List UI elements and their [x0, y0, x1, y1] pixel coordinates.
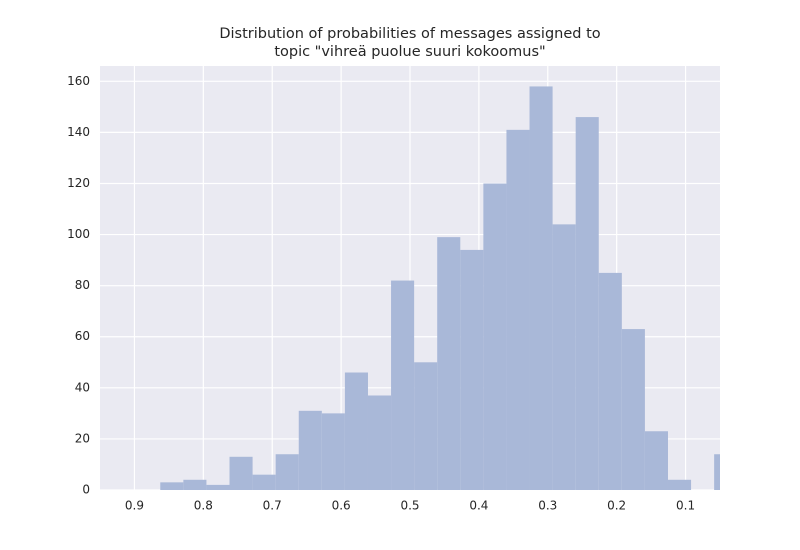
- x-tick-label: 0.2: [607, 499, 626, 513]
- bar: [275, 454, 299, 490]
- bar: [644, 431, 668, 490]
- x-tick-label: 0.1: [676, 499, 695, 513]
- x-tick-label: 0.9: [125, 499, 144, 513]
- y-tick-label: 0: [82, 483, 90, 497]
- bar: [621, 329, 645, 490]
- y-tick-label: 160: [67, 74, 90, 88]
- chart-title: Distribution of probabilities of message…: [219, 26, 600, 42]
- bar: [298, 410, 322, 490]
- x-tick-label: 0.8: [194, 499, 213, 513]
- bar: [321, 413, 345, 490]
- bar: [206, 484, 230, 490]
- y-tick-label: 40: [75, 380, 90, 394]
- bar: [460, 249, 484, 490]
- chart-title: topic "vihreä puolue suuri kokoomus": [274, 44, 545, 60]
- y-tick-label: 20: [75, 431, 90, 445]
- bar: [714, 454, 720, 490]
- y-tick-label: 140: [67, 125, 90, 139]
- bars: [160, 86, 720, 490]
- bar: [506, 129, 530, 490]
- y-tick-label: 120: [67, 176, 90, 190]
- y-tick-label: 100: [67, 227, 90, 241]
- bar: [391, 280, 415, 490]
- x-tick-label: 0.6: [332, 499, 351, 513]
- bar: [414, 362, 438, 490]
- bar: [483, 183, 507, 490]
- y-tick-label: 80: [75, 278, 90, 292]
- bar: [229, 456, 253, 490]
- x-tick-label: 0.5: [400, 499, 419, 513]
- bar: [344, 372, 368, 490]
- x-tick-label: 0.3: [538, 499, 557, 513]
- bar: [437, 237, 461, 490]
- bar: [160, 482, 184, 490]
- bar: [252, 474, 276, 490]
- bar: [552, 224, 576, 490]
- bar: [183, 479, 207, 490]
- bar: [598, 272, 622, 490]
- x-tick-label: 0.7: [263, 499, 282, 513]
- bar: [529, 86, 553, 490]
- bar: [367, 395, 392, 490]
- bar: [667, 479, 692, 490]
- bar: [575, 117, 599, 490]
- x-tick-label: 0.4: [469, 499, 488, 513]
- y-tick-label: 60: [75, 329, 90, 343]
